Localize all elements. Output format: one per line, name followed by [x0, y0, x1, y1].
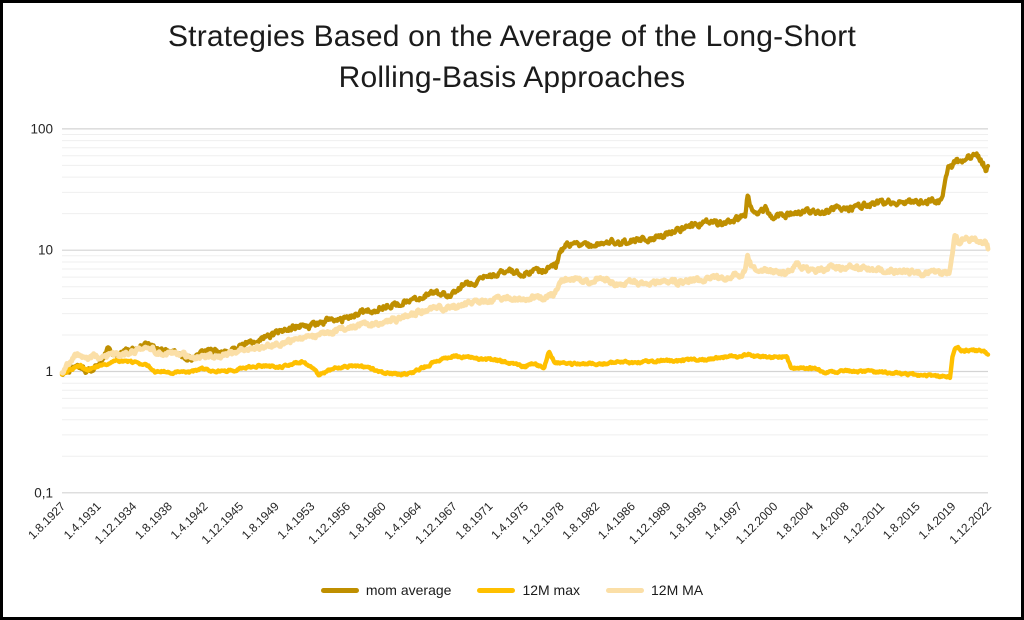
chart-title: Strategies Based on the Average of the L… [3, 16, 1021, 98]
legend-label-12m-max: 12M max [522, 582, 581, 598]
legend-swatch-12m-ma [606, 587, 645, 593]
legend-item-12m-ma: 12M MA [606, 582, 703, 598]
legend-item-mom-average: mom average [320, 582, 452, 598]
chart-title-line-2: Rolling-Basis Approaches [338, 61, 686, 94]
x-tick-label: 1.8.1949 [239, 499, 282, 542]
x-tick-label: 1.8.1927 [25, 499, 68, 542]
legend-swatch-12m-max [477, 587, 516, 593]
x-tick-label: 1.8.1971 [453, 499, 496, 542]
y-tick-label: 10 [38, 243, 53, 258]
series-line-mom-average [59, 151, 991, 377]
legend-label-12m-ma: 12M MA [651, 582, 704, 598]
x-tick-label: 1.8.1960 [346, 499, 389, 542]
y-tick-label: 100 [30, 121, 53, 136]
series-line-12m-ma [59, 233, 991, 376]
legend-swatch-mom-average [320, 587, 359, 593]
y-tick-label: 0,1 [34, 485, 53, 500]
legend-label-mom-average: mom average [365, 582, 452, 598]
legend-item-12m-max: 12M max [477, 582, 580, 598]
legend: mom average 12M max 12M MA [3, 582, 1021, 598]
x-tick-label: 1.8.2004 [773, 499, 816, 542]
series-line-12m-max [59, 344, 991, 381]
y-tick-label: 1 [45, 364, 53, 379]
x-tick-label: 1.8.1993 [666, 499, 709, 542]
chart-title-line-1: Strategies Based on the Average of the L… [167, 20, 857, 53]
x-tick-label: 1.8.1982 [559, 499, 602, 542]
x-tick-label: 1.8.1938 [132, 499, 175, 542]
x-tick-label: 1.8.2015 [880, 499, 923, 542]
